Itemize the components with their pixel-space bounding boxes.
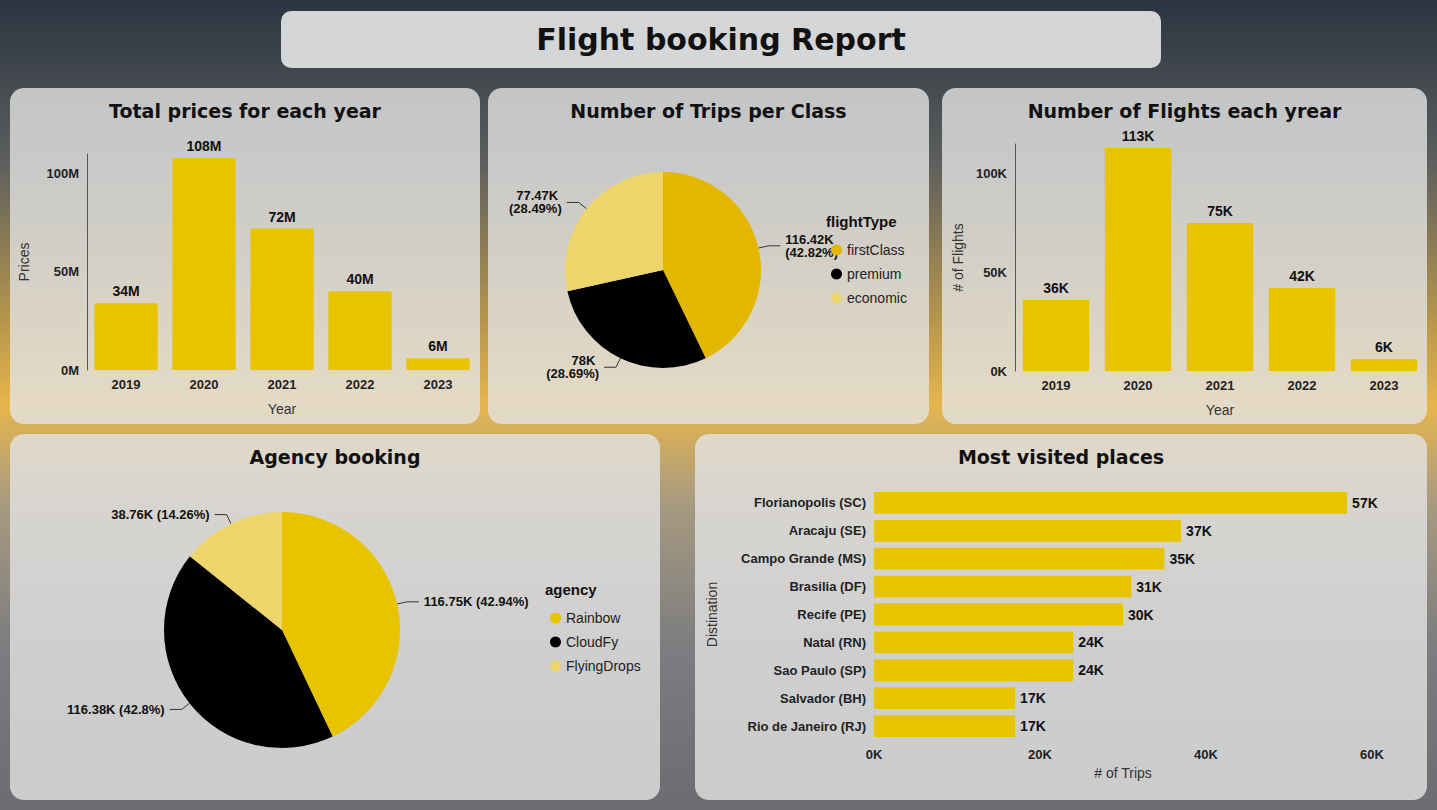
svg-text:75K: 75K bbox=[1207, 203, 1233, 219]
svg-text:6K: 6K bbox=[1375, 339, 1393, 355]
svg-text:Florianopolis (SC): Florianopolis (SC) bbox=[754, 495, 866, 510]
svg-text:Aracaju (SE): Aracaju (SE) bbox=[789, 523, 866, 538]
svg-text:35K: 35K bbox=[1170, 551, 1196, 567]
svg-text:100K: 100K bbox=[976, 166, 1008, 181]
svg-text:Sao Paulo (SP): Sao Paulo (SP) bbox=[774, 663, 866, 678]
svg-text:Prices: Prices bbox=[16, 243, 32, 282]
svg-text:Rainbow: Rainbow bbox=[566, 610, 621, 626]
svg-text:Most visited places: Most visited places bbox=[958, 446, 1164, 468]
svg-text:premium: premium bbox=[847, 266, 901, 282]
svg-text:# of Trips: # of Trips bbox=[1094, 765, 1152, 781]
svg-text:40M: 40M bbox=[346, 271, 373, 287]
svg-text:Number of Flights each yrear: Number of Flights each yrear bbox=[1028, 100, 1342, 122]
svg-text:60K: 60K bbox=[1360, 747, 1384, 762]
svg-text:6M: 6M bbox=[428, 338, 447, 354]
svg-text:17K: 17K bbox=[1020, 718, 1046, 734]
svg-text:78K: 78K bbox=[571, 353, 599, 369]
svg-text:Agency booking: Agency booking bbox=[250, 446, 421, 468]
svg-text:34M: 34M bbox=[112, 283, 139, 299]
svg-text:Year: Year bbox=[268, 401, 297, 417]
svg-text:(28.69%): (28.69%) bbox=[546, 366, 599, 381]
svg-text:firstClass: firstClass bbox=[847, 242, 905, 258]
svg-text:Salvador (BH): Salvador (BH) bbox=[780, 691, 866, 706]
svg-text:2019: 2019 bbox=[112, 377, 141, 392]
svg-text:50M: 50M bbox=[54, 264, 79, 279]
svg-text:116.75K (42.94%): 116.75K (42.94%) bbox=[424, 594, 529, 609]
svg-text:116.38K (42.8%): 116.38K (42.8%) bbox=[67, 702, 165, 717]
svg-text:77.47K: 77.47K bbox=[516, 188, 562, 204]
svg-text:2023: 2023 bbox=[1370, 378, 1399, 393]
svg-text:2023: 2023 bbox=[424, 377, 453, 392]
svg-text:flightType: flightType bbox=[826, 213, 897, 230]
svg-text:37K: 37K bbox=[1186, 523, 1212, 539]
svg-text:agency: agency bbox=[545, 581, 597, 598]
svg-text:CloudFy: CloudFy bbox=[566, 634, 618, 650]
svg-text:Total prices for each year: Total prices for each year bbox=[109, 100, 382, 122]
svg-text:100M: 100M bbox=[46, 166, 79, 181]
svg-text:24K: 24K bbox=[1078, 662, 1104, 678]
svg-text:20K: 20K bbox=[1028, 747, 1052, 762]
svg-text:31K: 31K bbox=[1136, 579, 1162, 595]
svg-text:42K: 42K bbox=[1289, 268, 1315, 284]
svg-text:Natal (RN): Natal (RN) bbox=[803, 635, 866, 650]
svg-text:0M: 0M bbox=[61, 363, 79, 378]
svg-text:30K: 30K bbox=[1128, 607, 1154, 623]
svg-text:50K: 50K bbox=[983, 265, 1007, 280]
svg-text:economic: economic bbox=[847, 290, 907, 306]
svg-text:(42.82%): (42.82%) bbox=[785, 245, 838, 260]
svg-text:108M: 108M bbox=[186, 138, 221, 154]
svg-text:2021: 2021 bbox=[1206, 378, 1235, 393]
svg-text:Recife (PE): Recife (PE) bbox=[797, 607, 866, 622]
svg-text:Campo Grande (MS): Campo Grande (MS) bbox=[741, 551, 866, 566]
svg-text:24K: 24K bbox=[1078, 634, 1104, 650]
svg-text:2020: 2020 bbox=[190, 377, 219, 392]
svg-text:Year: Year bbox=[1206, 402, 1235, 418]
svg-text:Distination: Distination bbox=[704, 582, 720, 647]
svg-text:72M: 72M bbox=[268, 209, 295, 225]
svg-text:36K: 36K bbox=[1043, 280, 1069, 296]
svg-text:57K: 57K bbox=[1352, 495, 1378, 511]
svg-text:Brasilia (DF): Brasilia (DF) bbox=[789, 579, 866, 594]
svg-text:FlyingDrops: FlyingDrops bbox=[566, 658, 641, 674]
svg-text:38.76K (14.26%): 38.76K (14.26%) bbox=[111, 507, 209, 522]
html-text:Flight booking Report: Flight booking Report bbox=[536, 22, 906, 57]
svg-text:2020: 2020 bbox=[1124, 378, 1153, 393]
svg-text:2022: 2022 bbox=[346, 377, 375, 392]
svg-text:40K: 40K bbox=[1194, 747, 1218, 762]
svg-text:113K: 113K bbox=[1122, 128, 1155, 144]
svg-text:Rio de Janeiro (RJ): Rio de Janeiro (RJ) bbox=[748, 719, 866, 734]
svg-text:(28.49%): (28.49%) bbox=[509, 201, 562, 216]
svg-text:2022: 2022 bbox=[1288, 378, 1317, 393]
svg-text:0K: 0K bbox=[866, 747, 883, 762]
svg-text:0K: 0K bbox=[990, 364, 1007, 379]
svg-text:17K: 17K bbox=[1020, 690, 1046, 706]
svg-text:116.42K: 116.42K bbox=[785, 231, 838, 247]
svg-text:2021: 2021 bbox=[268, 377, 297, 392]
svg-text:Number of Trips per Class: Number of Trips per Class bbox=[570, 100, 846, 122]
svg-text:# of Flights: # of Flights bbox=[950, 223, 966, 291]
svg-text:2019: 2019 bbox=[1042, 378, 1071, 393]
